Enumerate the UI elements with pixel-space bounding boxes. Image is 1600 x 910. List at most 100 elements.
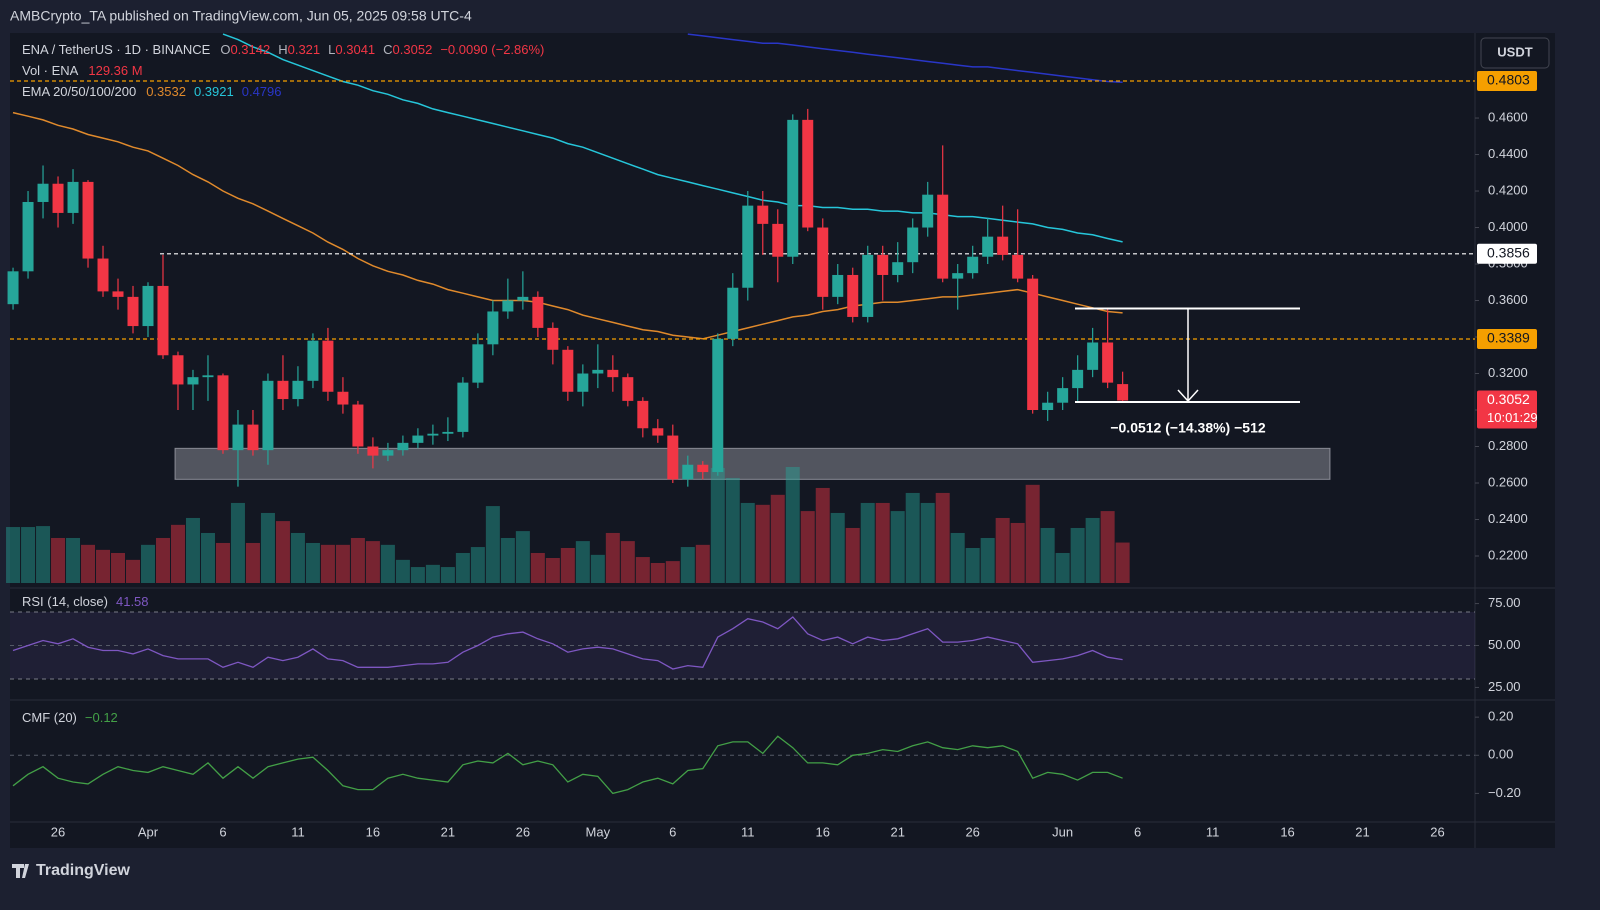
volume-bar xyxy=(710,467,725,583)
price-badge xyxy=(1477,390,1537,429)
volume-bar xyxy=(140,544,155,583)
volume-bar xyxy=(755,504,770,583)
candle-body xyxy=(262,380,274,451)
volume-bar xyxy=(440,567,455,583)
candle-body xyxy=(967,256,979,274)
volume-bar xyxy=(920,502,935,583)
candle-body xyxy=(67,181,79,213)
rsi-band xyxy=(10,611,1475,680)
rsi-legend: RSI (14, close) 41.58 xyxy=(22,594,149,609)
volume-bar xyxy=(260,512,275,583)
y-tick-label: −0.20 xyxy=(1488,785,1521,800)
c-label: C xyxy=(383,42,392,57)
candle-body xyxy=(712,338,724,473)
currency-button[interactable] xyxy=(1480,37,1550,69)
x-tick-label: 26 xyxy=(1430,824,1444,839)
candle-body xyxy=(487,311,499,345)
volume-bar xyxy=(680,547,695,583)
volume-bar xyxy=(650,562,665,583)
candle-body xyxy=(202,375,214,378)
price-badge-label: 0.3052 xyxy=(1487,391,1530,407)
candle-body xyxy=(892,262,904,275)
candle-body xyxy=(127,296,139,327)
candle-body xyxy=(607,369,619,378)
candle-body xyxy=(82,181,94,259)
candle-body xyxy=(742,205,754,288)
x-tick-label: 21 xyxy=(1355,824,1369,839)
candle-body xyxy=(292,380,304,400)
ema-name: EMA 20/50/100/200 xyxy=(22,84,136,99)
candle-body xyxy=(307,340,319,381)
candle-body xyxy=(337,391,349,405)
indicator-line xyxy=(12,735,1123,795)
o-value: 0.3142 xyxy=(230,42,270,57)
candle-body xyxy=(412,435,424,443)
volume-bar xyxy=(935,492,950,583)
y-tick-label: 0.4600 xyxy=(1488,109,1528,124)
y-tick-label: 0.4400 xyxy=(1488,146,1528,161)
x-tick-label: 6 xyxy=(1134,824,1141,839)
price-badge-label: 0.3389 xyxy=(1487,330,1530,346)
x-tick-label: 6 xyxy=(219,824,226,839)
rsi-name: RSI (14, close) xyxy=(22,594,108,609)
volume-bar xyxy=(81,544,96,583)
volume-bar xyxy=(995,517,1010,583)
volume-bar xyxy=(1025,484,1040,583)
l-value: 0.3041 xyxy=(335,42,375,57)
volume-bar xyxy=(575,541,590,583)
volume-bar xyxy=(740,502,755,583)
candle-body xyxy=(442,431,454,434)
y-tick-label: 0.00 xyxy=(1488,747,1513,762)
candle-body xyxy=(847,274,859,317)
candle-body xyxy=(832,274,844,297)
candle-body xyxy=(772,223,784,257)
rsi-value: 41.58 xyxy=(116,594,149,609)
volume-bar xyxy=(305,542,320,583)
candle-body xyxy=(697,464,709,473)
volume-bar xyxy=(515,531,530,583)
volume-bar xyxy=(230,502,245,583)
currency-label[interactable]: USDT xyxy=(1497,44,1532,59)
x-tick-label: May xyxy=(586,824,611,839)
candle-body xyxy=(562,349,574,392)
candle-body xyxy=(1027,278,1039,411)
volume-bar xyxy=(185,517,200,583)
candle-body xyxy=(982,236,994,257)
x-tick-label: 21 xyxy=(441,824,455,839)
cmf-legend: CMF (20) −0.12 xyxy=(22,710,118,725)
x-tick-label: 11 xyxy=(1206,824,1220,839)
measure-label: −0.0512 (−14.38%) −512 xyxy=(1110,420,1266,436)
candle-body xyxy=(352,404,364,447)
volume-bar xyxy=(155,537,170,583)
candle-body xyxy=(577,373,589,392)
x-tick-label: 11 xyxy=(291,824,305,839)
volume-bar xyxy=(1010,522,1025,583)
l-label: L xyxy=(328,42,335,57)
support-zone xyxy=(174,447,1331,480)
volume-bar xyxy=(380,544,395,583)
volume-bar xyxy=(665,561,680,583)
volume-bar xyxy=(725,477,740,583)
cmf-value: −0.12 xyxy=(85,710,118,725)
volume-bar xyxy=(965,547,980,583)
x-tick-label: 26 xyxy=(51,824,65,839)
candle-body xyxy=(112,291,124,297)
header: AMBCrypto_TA published on TradingView.co… xyxy=(10,8,472,24)
candle-body xyxy=(667,435,679,480)
volume-bar xyxy=(36,526,51,583)
candle-body xyxy=(532,296,544,328)
y-tick-label: 0.3600 xyxy=(1488,292,1528,307)
indicator-line xyxy=(12,616,1123,670)
volume-bar xyxy=(6,527,21,583)
volume-bar xyxy=(620,541,635,583)
volume-bar xyxy=(96,549,111,583)
plot-layer: 0.22000.24000.26000.28000.30000.32000.34… xyxy=(6,33,1555,848)
logo-icon xyxy=(12,864,29,878)
arrow-head xyxy=(1177,389,1199,403)
change: −0.0090 (−2.86%) xyxy=(440,42,544,57)
volume-bar xyxy=(395,559,410,583)
volume-bar xyxy=(560,547,575,583)
volume-bar xyxy=(890,511,905,583)
volume-bar xyxy=(1115,542,1130,583)
ema-line xyxy=(222,33,1123,243)
